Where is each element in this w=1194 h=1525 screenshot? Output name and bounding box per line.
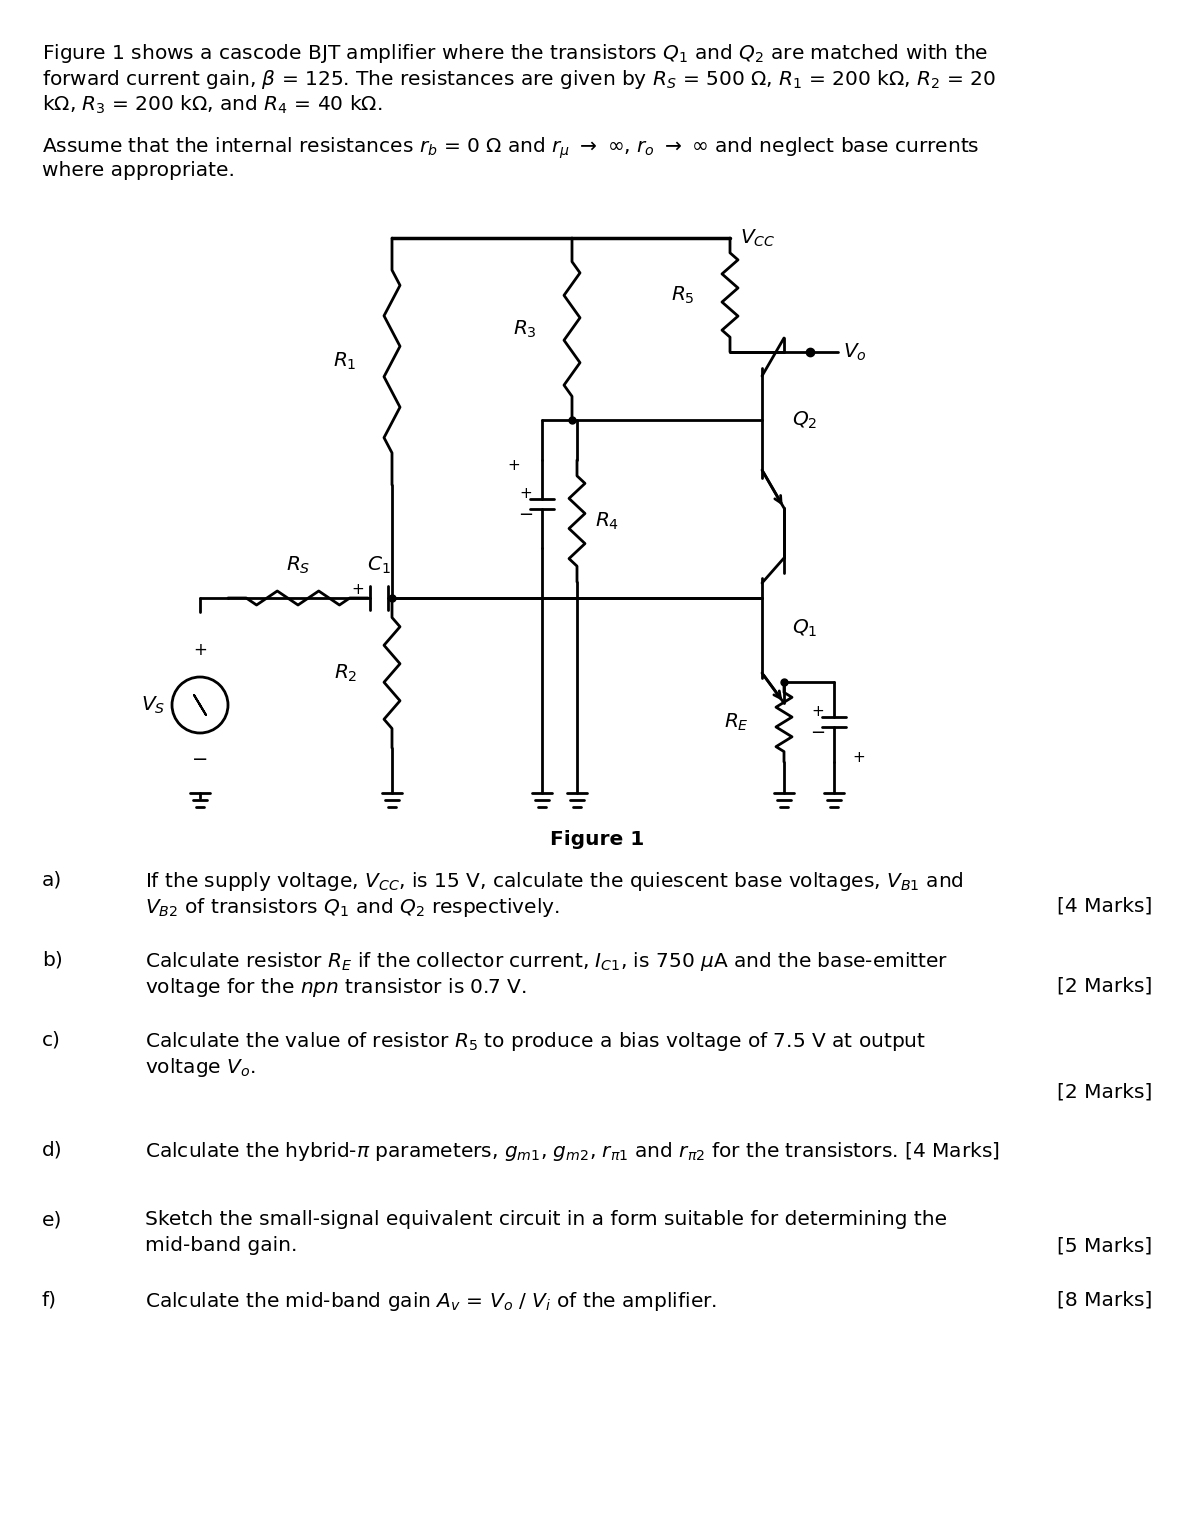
Text: b): b) (42, 950, 63, 968)
Text: −: − (192, 750, 208, 770)
Text: Calculate resistor $R_E$ if the collector current, $I_{C1}$, is 750 $\mu$A and t: Calculate resistor $R_E$ if the collecto… (144, 950, 948, 973)
Text: $R_1$: $R_1$ (333, 351, 357, 372)
Text: $V_S$: $V_S$ (141, 694, 165, 715)
Text: +: + (193, 640, 207, 659)
Text: −: − (811, 724, 825, 743)
Text: $R_4$: $R_4$ (595, 511, 620, 532)
Text: Calculate the value of resistor $R_5$ to produce a bias voltage of 7.5 V at outp: Calculate the value of resistor $R_5$ to… (144, 1029, 927, 1052)
Text: [5 Marks]: [5 Marks] (1057, 1235, 1152, 1255)
Text: $R_E$: $R_E$ (724, 711, 749, 732)
Text: $V_{CC}$: $V_{CC}$ (740, 227, 775, 249)
Text: f): f) (42, 1290, 57, 1308)
Text: +: + (519, 485, 533, 500)
Text: forward current gain, $\beta$ = 125. The resistances are given by $R_S$ = 500 $\: forward current gain, $\beta$ = 125. The… (42, 69, 996, 92)
Text: c): c) (42, 1029, 61, 1049)
Text: voltage $V_o$.: voltage $V_o$. (144, 1055, 256, 1080)
Text: e): e) (42, 1209, 62, 1229)
Text: $V_{B2}$ of transistors $Q_1$ and $Q_2$ respectively.: $V_{B2}$ of transistors $Q_1$ and $Q_2$ … (144, 897, 560, 920)
Text: −: − (518, 506, 534, 525)
Text: +: + (812, 703, 824, 718)
Text: $Q_2$: $Q_2$ (792, 409, 818, 430)
Text: mid-band gain.: mid-band gain. (144, 1235, 297, 1255)
Text: Calculate the mid-band gain $A_v$ = $V_o$ / $V_i$ of the amplifier.: Calculate the mid-band gain $A_v$ = $V_o… (144, 1290, 718, 1313)
Text: If the supply voltage, $V_{CC}$, is 15 V, calculate the quiescent base voltages,: If the supply voltage, $V_{CC}$, is 15 V… (144, 869, 964, 894)
Text: [4 Marks]: [4 Marks] (1057, 897, 1152, 915)
Text: d): d) (42, 1141, 62, 1159)
Text: $R_2$: $R_2$ (333, 662, 357, 683)
Text: +: + (351, 583, 364, 598)
Text: +: + (853, 750, 864, 766)
Text: Figure 1: Figure 1 (550, 830, 644, 849)
Text: [2 Marks]: [2 Marks] (1057, 976, 1152, 994)
Text: where appropriate.: where appropriate. (42, 162, 235, 180)
Text: $R_3$: $R_3$ (513, 319, 537, 340)
Text: k$\Omega$, $R_3$ = 200 k$\Omega$, and $R_4$ = 40 k$\Omega$.: k$\Omega$, $R_3$ = 200 k$\Omega$, and $R… (42, 95, 382, 116)
Text: [8 Marks]: [8 Marks] (1057, 1290, 1152, 1308)
Text: Calculate the hybrid-$\pi$ parameters, $g_{m1}$, $g_{m2}$, $r_{\pi1}$ and $r_{\p: Calculate the hybrid-$\pi$ parameters, $… (144, 1141, 999, 1164)
Text: $R_S$: $R_S$ (285, 555, 310, 576)
Text: Figure 1 shows a cascode BJT amplifier where the transistors $Q_1$ and $Q_2$ are: Figure 1 shows a cascode BJT amplifier w… (42, 43, 989, 66)
Text: voltage for the $npn$ transistor is 0.7 V.: voltage for the $npn$ transistor is 0.7 … (144, 976, 527, 999)
Text: $V_o$: $V_o$ (843, 342, 867, 363)
Text: Assume that the internal resistances $r_b$ = 0 $\Omega$ and $r_\mu$ $\rightarrow: Assume that the internal resistances $r_… (42, 136, 979, 160)
Text: +: + (507, 458, 521, 473)
Text: $Q_1$: $Q_1$ (792, 618, 818, 639)
Text: [2 Marks]: [2 Marks] (1057, 1083, 1152, 1101)
Text: a): a) (42, 869, 62, 889)
Text: $R_5$: $R_5$ (671, 284, 695, 305)
Text: $C_1$: $C_1$ (368, 555, 390, 576)
Text: Sketch the small-signal equivalent circuit in a form suitable for determining th: Sketch the small-signal equivalent circu… (144, 1209, 947, 1229)
